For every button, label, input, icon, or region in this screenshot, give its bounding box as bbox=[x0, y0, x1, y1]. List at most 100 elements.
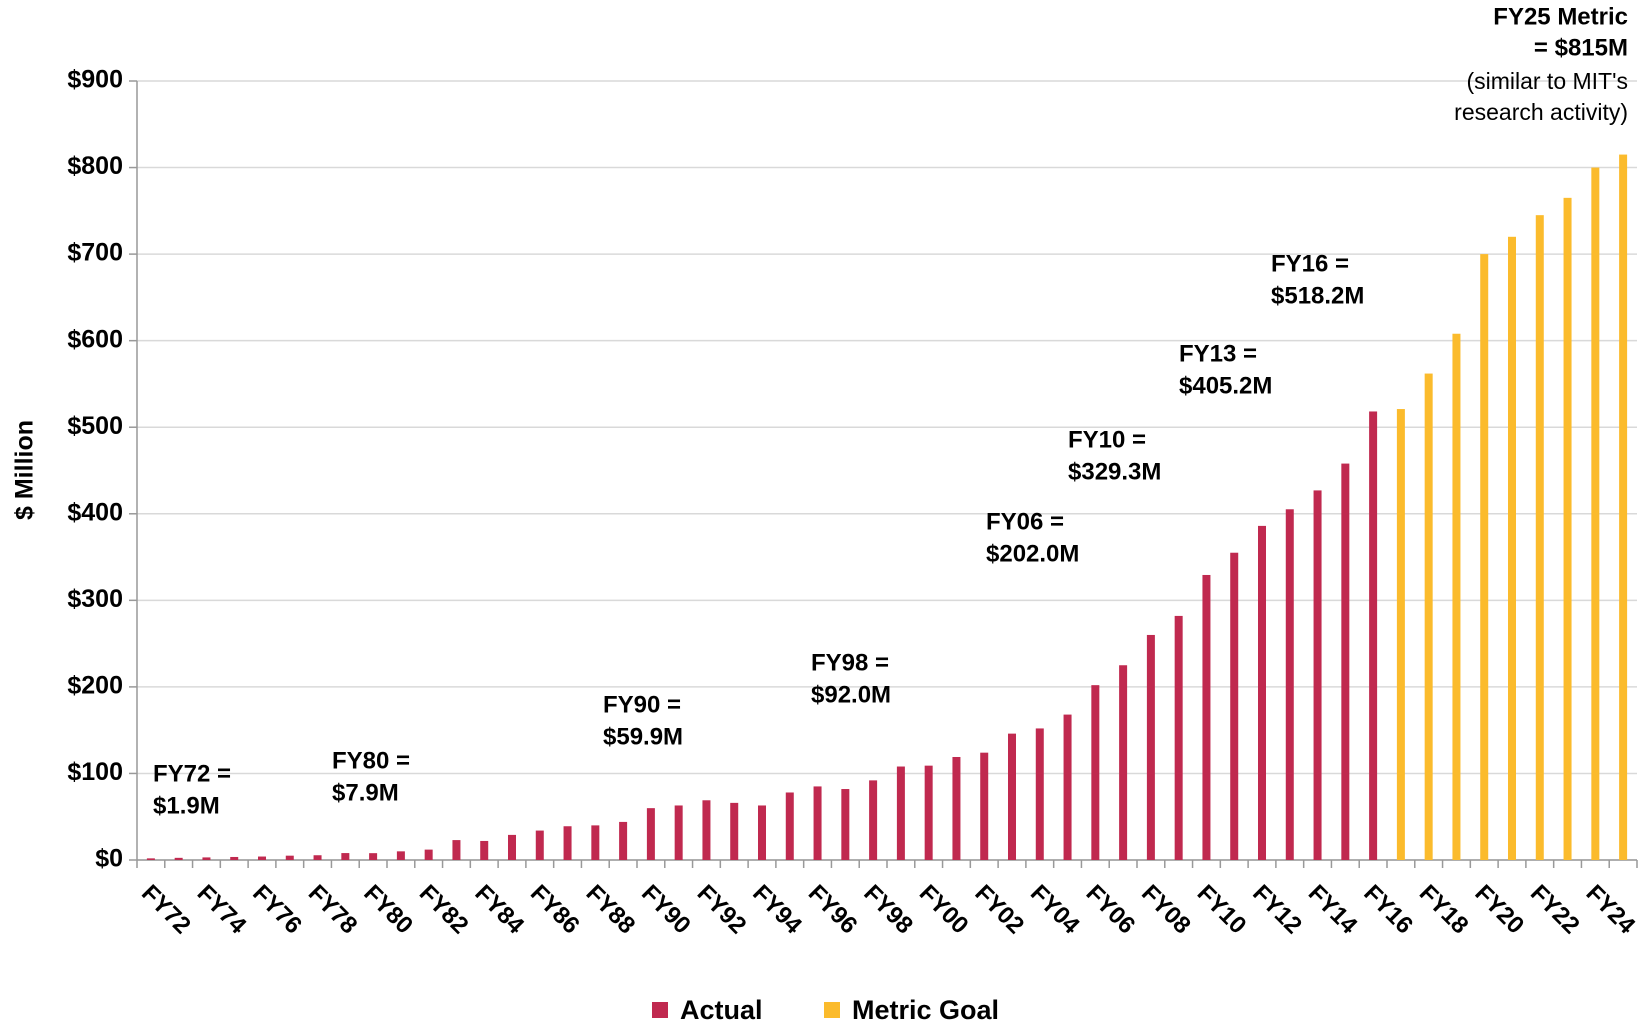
bar bbox=[1619, 154, 1628, 861]
annotation: (similar to MIT's bbox=[1466, 68, 1628, 94]
x-tick-label: FY92 bbox=[692, 880, 752, 940]
y-tick-label: $900 bbox=[67, 66, 123, 94]
bar bbox=[1091, 685, 1100, 860]
x-tick-label: FY20 bbox=[1469, 880, 1529, 940]
annotation: FY80 = bbox=[332, 747, 410, 774]
bar bbox=[230, 856, 239, 860]
y-tick-label: $300 bbox=[67, 585, 123, 613]
x-tick-label: FY16 bbox=[1358, 880, 1418, 940]
bar bbox=[1230, 552, 1239, 860]
annotation: $518.2M bbox=[1271, 282, 1364, 309]
bar bbox=[508, 834, 516, 860]
bar bbox=[785, 792, 794, 860]
x-tick-label: FY24 bbox=[1581, 880, 1641, 940]
legend-label: Metric Goal bbox=[852, 995, 999, 1025]
y-tick-label: $600 bbox=[67, 325, 123, 353]
bar bbox=[1313, 490, 1322, 860]
bar bbox=[1174, 615, 1183, 860]
bar bbox=[813, 786, 822, 860]
annotation: FY16 = bbox=[1271, 250, 1349, 277]
y-tick-label: $200 bbox=[67, 671, 123, 699]
x-tick-label: FY88 bbox=[581, 880, 641, 940]
bar bbox=[646, 808, 655, 860]
annotation: FY72 = bbox=[153, 760, 231, 787]
annotation: $329.3M bbox=[1068, 458, 1161, 485]
bar bbox=[841, 789, 850, 860]
x-tick-label: FY94 bbox=[747, 880, 807, 940]
bar bbox=[980, 752, 989, 860]
x-tick-label: FY98 bbox=[858, 880, 918, 940]
x-tick-label: FY18 bbox=[1414, 880, 1474, 940]
annotation: FY98 = bbox=[811, 649, 889, 676]
x-tick-label: FY06 bbox=[1081, 880, 1141, 940]
annotation: FY10 = bbox=[1068, 426, 1146, 453]
bar bbox=[730, 802, 739, 860]
x-tick-label: FY96 bbox=[803, 880, 863, 940]
x-tick-label: FY02 bbox=[969, 880, 1029, 940]
annotation: $59.9M bbox=[603, 723, 683, 750]
y-tick-label: $0 bbox=[95, 845, 123, 873]
legend-swatch bbox=[652, 1002, 668, 1018]
annotation: $7.9M bbox=[332, 779, 399, 806]
bar bbox=[1424, 373, 1433, 860]
y-tick-label: $800 bbox=[67, 152, 123, 180]
bar bbox=[1563, 197, 1572, 861]
bar bbox=[924, 765, 933, 860]
bar bbox=[480, 840, 489, 860]
annotation: $92.0M bbox=[811, 681, 891, 708]
bar bbox=[452, 840, 461, 860]
bar bbox=[1508, 236, 1516, 861]
bar bbox=[1146, 634, 1155, 860]
bar bbox=[1369, 411, 1378, 860]
x-tick-label: FY22 bbox=[1525, 880, 1585, 940]
y-tick-label: $500 bbox=[67, 412, 123, 440]
y-axis-label: $ Million bbox=[11, 420, 39, 520]
bar bbox=[174, 857, 183, 860]
bar bbox=[1008, 733, 1016, 860]
bar bbox=[758, 805, 766, 860]
annotation: $405.2M bbox=[1179, 372, 1272, 399]
bar bbox=[369, 853, 378, 860]
bar bbox=[952, 756, 961, 860]
bar bbox=[202, 857, 211, 860]
x-tick-label: FY14 bbox=[1303, 880, 1363, 940]
bar bbox=[1258, 525, 1266, 860]
y-tick-label: $100 bbox=[67, 758, 123, 786]
annotation: $1.9M bbox=[153, 792, 220, 819]
bar bbox=[258, 856, 266, 860]
y-tick-label: $700 bbox=[67, 239, 123, 267]
y-tick-label: $400 bbox=[67, 498, 123, 526]
x-tick-label: FY76 bbox=[247, 880, 307, 940]
bar bbox=[535, 830, 544, 860]
bar bbox=[1452, 333, 1461, 861]
x-tick-label: FY72 bbox=[136, 880, 196, 940]
x-tick-label: FY74 bbox=[192, 880, 252, 940]
annotation: research activity) bbox=[1454, 99, 1628, 125]
x-tick-label: FY82 bbox=[414, 880, 474, 940]
x-tick-label: FY12 bbox=[1247, 880, 1307, 940]
x-tick-label: FY00 bbox=[914, 880, 974, 940]
bar bbox=[702, 800, 711, 860]
bar bbox=[341, 853, 350, 860]
x-tick-label: FY78 bbox=[303, 880, 363, 940]
bar bbox=[1535, 215, 1544, 860]
legend-swatch bbox=[824, 1002, 840, 1018]
bar bbox=[313, 855, 322, 860]
bar bbox=[1285, 509, 1294, 860]
bar bbox=[396, 851, 405, 860]
x-tick-label: FY86 bbox=[525, 880, 585, 940]
bar bbox=[1396, 409, 1405, 860]
annotation: FY13 = bbox=[1179, 340, 1257, 367]
legend-label: Actual bbox=[680, 995, 763, 1025]
x-tick-label: FY84 bbox=[469, 880, 529, 940]
x-tick-label: FY80 bbox=[358, 880, 418, 940]
annotation: = $815M bbox=[1534, 34, 1628, 61]
bar bbox=[869, 780, 878, 860]
annotation: FY06 = bbox=[986, 508, 1064, 535]
bar bbox=[896, 766, 905, 860]
bar bbox=[591, 825, 600, 860]
bar bbox=[674, 805, 683, 860]
bar bbox=[619, 821, 628, 860]
bar bbox=[1202, 574, 1211, 860]
